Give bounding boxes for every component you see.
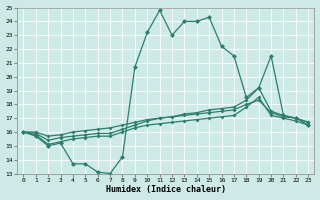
X-axis label: Humidex (Indice chaleur): Humidex (Indice chaleur) bbox=[106, 185, 226, 194]
